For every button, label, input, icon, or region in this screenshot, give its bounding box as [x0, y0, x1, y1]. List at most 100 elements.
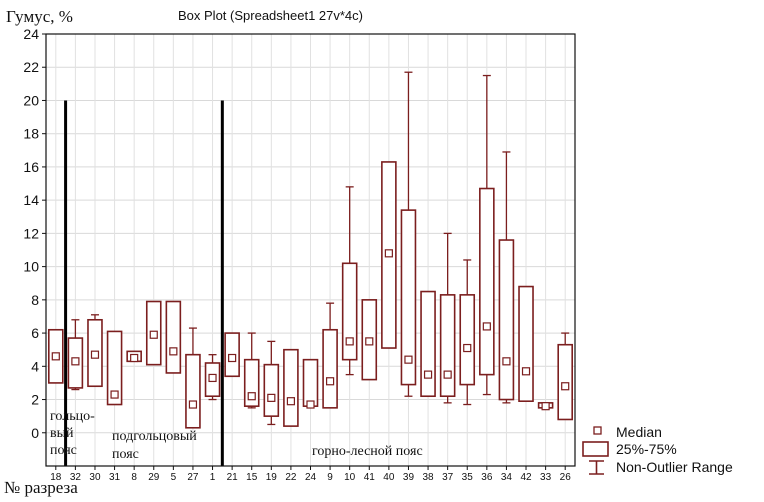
iqr-box	[498, 239, 515, 401]
x-tick-label: 42	[520, 472, 532, 483]
x-tick-label: 36	[481, 472, 493, 483]
iqr-box	[322, 328, 338, 409]
iqr-box	[557, 343, 574, 421]
y-axis-title: Гумус, %	[6, 7, 73, 26]
box-36	[479, 74, 495, 396]
plot-frame	[45, 33, 576, 467]
median-marker	[169, 347, 178, 356]
median-marker	[482, 322, 491, 331]
y-tick-label: 6	[31, 325, 39, 341]
y-tick-label: 16	[23, 159, 39, 175]
box-31	[106, 330, 123, 406]
zone-label-goltsovy: гольцо- вый пояс	[50, 409, 98, 458]
y-tick-label: 18	[23, 126, 39, 142]
box-21	[224, 332, 240, 378]
box-42	[518, 285, 534, 402]
box-8	[126, 350, 142, 363]
y-tick-label: 20	[23, 92, 39, 108]
x-tick-label: 37	[442, 472, 454, 483]
zone-label-podgoltsovy: подгольцовый пояс	[112, 429, 200, 462]
zone-boundaries	[64, 100, 224, 466]
x-tick-label: 15	[246, 472, 258, 483]
legend-range-label: Non-Outlier Range	[616, 459, 733, 475]
box-24	[302, 358, 319, 409]
median-marker	[365, 337, 374, 346]
y-tick-label: 22	[23, 59, 39, 75]
median-marker	[463, 343, 472, 353]
x-tick-labels: 18 32 30 31 8 29 5 27 1 21 15 19 22 24 9 10 41 40 39 38 37 35…	[50, 466, 571, 483]
median-marker	[130, 353, 139, 363]
legend-box-swatch	[582, 441, 609, 457]
median-marker	[325, 377, 335, 386]
box-18	[47, 328, 64, 384]
iqr-box	[439, 294, 456, 398]
median-marker	[384, 249, 393, 258]
box-10	[341, 186, 358, 376]
chart-title: Box Plot (Spreadsheet1 27v*4c)	[178, 8, 363, 23]
box-38	[420, 290, 436, 398]
iqr-box	[165, 300, 182, 374]
x-tick-label: 30	[89, 472, 101, 483]
y-tick-label: 10	[23, 259, 39, 275]
x-tick-label: 22	[285, 472, 297, 483]
x-tick-label: 41	[364, 472, 376, 483]
iqr-box	[400, 209, 417, 386]
x-tick-label: 21	[227, 472, 239, 483]
median-marker	[267, 393, 276, 402]
box-40	[381, 161, 397, 349]
box-32	[67, 319, 84, 391]
y-tick-label: 14	[23, 192, 39, 208]
iqr-box	[263, 363, 280, 417]
median-marker	[149, 330, 158, 339]
zone-label-gorno-lesnoy: горно-лесной пояс	[312, 444, 423, 459]
legend-median-label: Median	[616, 424, 662, 440]
x-tick-label: 40	[383, 472, 395, 483]
box-37	[439, 232, 456, 404]
legend: Median 25%-75% Non-Outlier Range	[582, 424, 733, 475]
x-tick-label: 1	[210, 472, 216, 483]
x-tick-label: 18	[50, 472, 62, 483]
y-tick-label: 2	[31, 392, 39, 408]
y-tick-label: 0	[31, 425, 39, 441]
iqr-box	[518, 285, 534, 402]
legend-median-swatch	[593, 426, 602, 435]
box-9	[322, 302, 338, 409]
median-marker	[51, 352, 60, 361]
median-marker	[90, 350, 100, 359]
iqr-box	[302, 358, 319, 407]
median-marker	[71, 357, 80, 366]
median-marker	[110, 390, 119, 399]
median-marker	[306, 400, 315, 409]
median-marker	[521, 367, 531, 376]
y-tick-label: 8	[31, 292, 39, 308]
box-41	[361, 299, 378, 381]
x-tick-label: 9	[327, 472, 333, 483]
iqr-box	[459, 294, 476, 386]
iqr-box	[420, 290, 436, 398]
box-19	[263, 340, 280, 426]
x-tick-label: 31	[109, 472, 121, 483]
iqr-box	[106, 330, 123, 406]
y-tick-label: 4	[31, 358, 39, 374]
x-axis-title: № разреза	[4, 478, 78, 497]
median-marker	[443, 370, 452, 379]
median-marker	[423, 370, 433, 379]
box-22	[283, 348, 299, 427]
x-tick-label: 35	[462, 472, 474, 483]
legend-box-label: 25%-75%	[616, 441, 677, 457]
median-marker	[286, 397, 296, 406]
y-tick-label: 12	[23, 225, 39, 241]
box-26	[557, 332, 574, 421]
x-tick-label: 24	[305, 472, 317, 483]
box-5	[165, 300, 182, 374]
box-30	[87, 314, 103, 388]
x-tick-label: 26	[560, 472, 572, 483]
median-marker	[188, 400, 198, 409]
box-29	[145, 300, 162, 366]
box-39	[400, 71, 417, 397]
x-tick-label: 34	[501, 472, 513, 483]
box-15	[243, 332, 260, 409]
median-marker	[228, 353, 237, 363]
